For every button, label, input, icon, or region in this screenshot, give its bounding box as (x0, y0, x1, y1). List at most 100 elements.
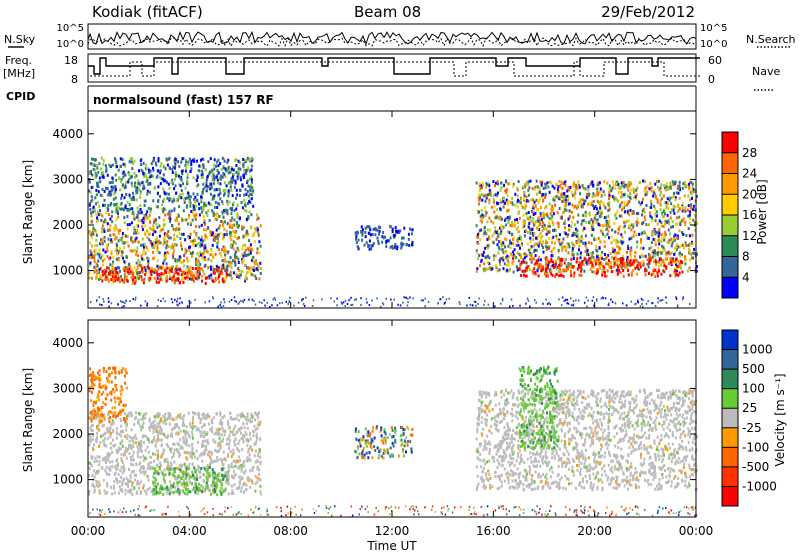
heatmap-cell (166, 275, 169, 279)
heatmap-cell (555, 229, 557, 232)
heatmap-cell (676, 222, 679, 226)
heatmap-cell (126, 215, 129, 218)
heatmap-cell (524, 229, 527, 233)
heatmap-cell (138, 260, 141, 264)
heatmap-cell (635, 188, 638, 192)
heatmap-cell (486, 228, 489, 232)
heatmap-cell (140, 417, 143, 421)
heatmap-cell (136, 229, 139, 233)
heatmap-cell (635, 302, 637, 305)
heatmap-cell (242, 234, 245, 238)
heatmap-cell (533, 223, 536, 227)
heatmap-cell (256, 226, 259, 230)
heatmap-cell (671, 220, 674, 224)
heatmap-cell (610, 235, 613, 239)
heatmap-cell (217, 158, 220, 162)
heatmap-cell (534, 185, 537, 189)
heatmap-cell (109, 240, 112, 244)
heatmap-cell (149, 182, 152, 186)
heatmap-cell (141, 225, 144, 229)
heatmap-cell (235, 300, 237, 303)
heatmap-cell (259, 244, 262, 248)
heatmap-cell (645, 269, 648, 273)
heatmap-cell (242, 198, 245, 202)
heatmap-cell (200, 223, 203, 227)
heatmap-cell (177, 491, 180, 495)
heatmap-cell (642, 246, 645, 250)
heatmap-cell (107, 417, 110, 421)
heatmap-cell (257, 216, 260, 220)
heatmap-cell (502, 258, 505, 262)
heatmap-cell (687, 244, 690, 247)
heatmap-cell (247, 215, 250, 219)
heatmap-cell (133, 417, 136, 421)
nsky-trace (87, 30, 697, 46)
heatmap-cell (163, 236, 166, 240)
heatmap-cell (622, 269, 625, 272)
heatmap-cell (397, 229, 400, 233)
heatmap-cell (107, 266, 110, 270)
heatmap-cell (619, 195, 622, 199)
heatmap-cell (665, 257, 668, 261)
heatmap-cell (107, 456, 110, 460)
heatmap-cell (350, 304, 352, 306)
heatmap-cell (167, 157, 170, 161)
heatmap-cell (579, 192, 581, 196)
heatmap-cell (601, 263, 604, 267)
heatmap-cell (179, 184, 182, 188)
heatmap-cell (220, 254, 223, 258)
heatmap-cell (694, 213, 696, 217)
heatmap-cell (190, 273, 192, 277)
heatmap-cell (481, 220, 484, 224)
heatmap-cell (216, 213, 219, 217)
heatmap-cell (172, 265, 175, 268)
heatmap-cell (216, 245, 219, 249)
heatmap-cell (186, 182, 189, 186)
heatmap-cell (214, 200, 217, 204)
heatmap-cell (614, 197, 617, 200)
heatmap-cell (395, 246, 397, 250)
heatmap-cell (119, 229, 121, 232)
heatmap-cell (588, 261, 591, 265)
heatmap-cell (563, 221, 566, 225)
heatmap-cell (189, 245, 192, 249)
heatmap-cell (148, 238, 151, 242)
heatmap-cell (668, 252, 671, 256)
heatmap-cell (690, 252, 693, 256)
heatmap-cell (178, 493, 181, 496)
heatmap-cell (535, 179, 538, 183)
heatmap-cell (670, 208, 673, 212)
heatmap-cell (354, 231, 357, 235)
heatmap-cell (188, 248, 191, 252)
heatmap-cell (378, 232, 380, 236)
heatmap-cell (690, 256, 693, 260)
heatmap-cell (222, 171, 225, 175)
heatmap-cell (520, 261, 523, 265)
heatmap-cell (573, 274, 576, 278)
heatmap-cell (644, 269, 647, 273)
heatmap-cell (172, 227, 175, 231)
heatmap-cell (240, 270, 243, 273)
heatmap-cell (551, 241, 553, 245)
heatmap-cell (620, 190, 623, 194)
heatmap-cell (226, 160, 229, 164)
heatmap-cell (249, 249, 252, 253)
heatmap-cell (617, 270, 620, 274)
heatmap-cell (537, 224, 540, 227)
heatmap-cell (97, 469, 100, 473)
heatmap-cell (640, 253, 643, 257)
heatmap-cell (135, 250, 138, 254)
heatmap-cell (198, 254, 201, 258)
heatmap-cell (238, 428, 241, 432)
heatmap-cell (168, 271, 171, 275)
heatmap-cell (682, 233, 685, 236)
heatmap-cell (532, 198, 534, 202)
heatmap-cell (581, 184, 584, 188)
heatmap-cell (167, 412, 170, 415)
heatmap-cell (110, 270, 113, 274)
heatmap-cell (657, 251, 660, 254)
heatmap-cell (220, 174, 223, 178)
heatmap-cell (197, 274, 200, 278)
heatmap-cell (489, 228, 492, 232)
heatmap-cell (580, 273, 583, 277)
